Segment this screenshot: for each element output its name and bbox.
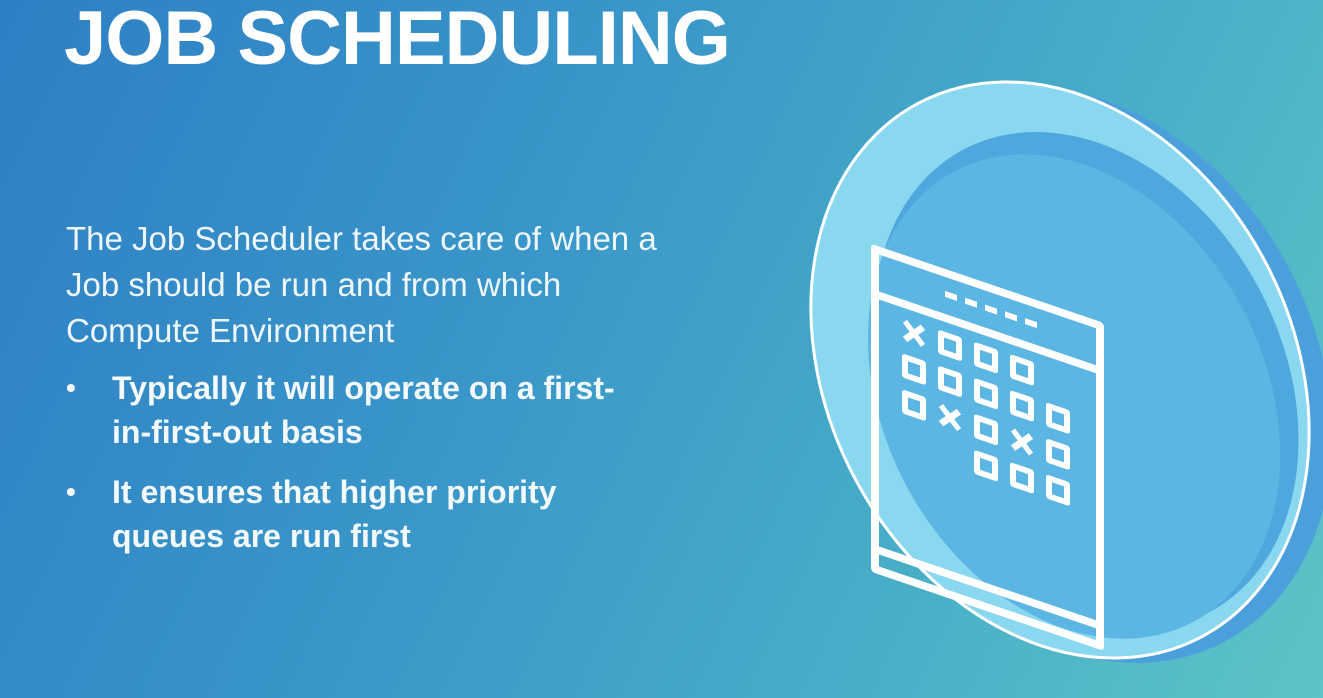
bullet-list: • Typically it will operate on a first-i… — [66, 366, 626, 574]
calendar-schedule-icon — [809, 80, 1323, 663]
bullet-text: Typically it will operate on a first-in-… — [112, 370, 615, 450]
window-dots — [945, 290, 1037, 329]
bullet-item: • It ensures that higher priority queues… — [66, 470, 626, 558]
bullet-item: • Typically it will operate on a first-i… — [66, 366, 626, 454]
disc-face — [867, 154, 1281, 639]
bullet-dot: • — [66, 372, 76, 403]
slide-title: JOB SCHEDULING — [64, 0, 731, 81]
calendar-window — [871, 244, 1104, 650]
bullet-text: It ensures that higher priority queues a… — [112, 474, 557, 554]
intro-paragraph: The Job Scheduler takes care of when a J… — [66, 220, 657, 349]
bullet-dot: • — [66, 476, 76, 507]
